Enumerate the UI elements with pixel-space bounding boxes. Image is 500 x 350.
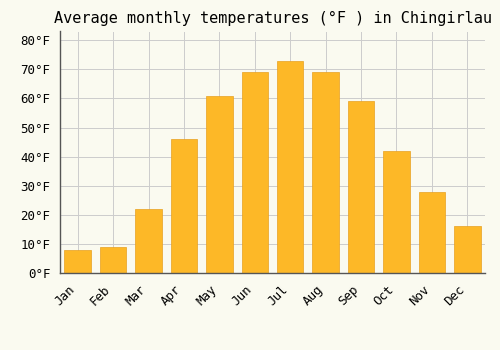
Bar [312,72,339,273]
Bar [383,151,409,273]
Bar [454,226,480,273]
Title: Average monthly temperatures (°F ) in Chingirlau: Average monthly temperatures (°F ) in Ch… [54,11,492,26]
Bar [242,72,268,273]
Bar [170,139,197,273]
Bar [100,247,126,273]
Bar [206,96,233,273]
Bar [64,250,91,273]
Bar [136,209,162,273]
Bar [348,102,374,273]
Bar [277,61,303,273]
Bar [418,191,445,273]
